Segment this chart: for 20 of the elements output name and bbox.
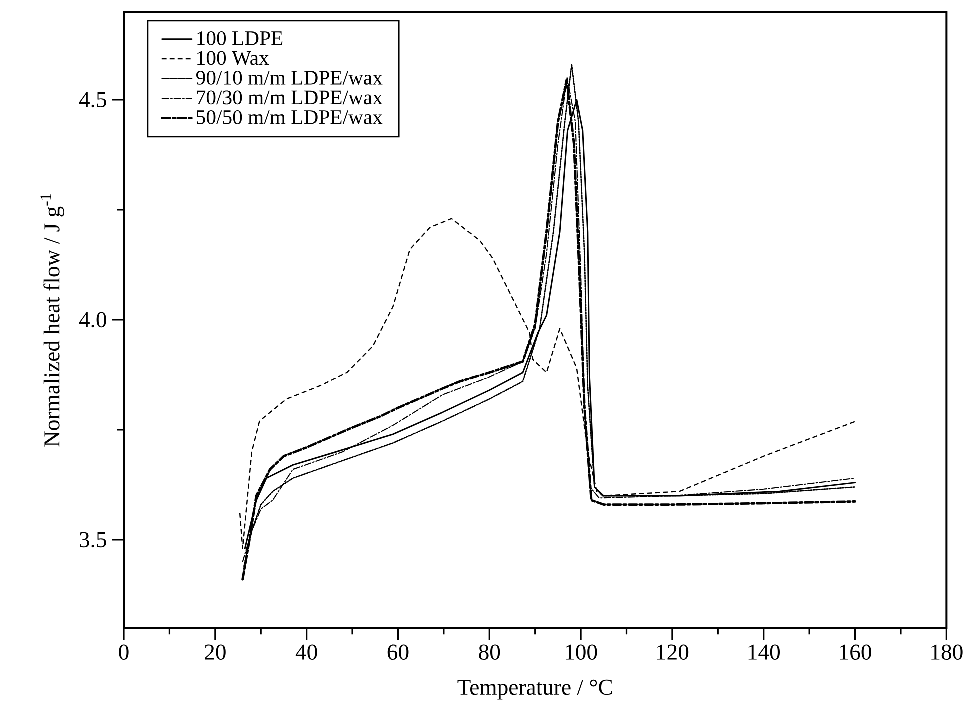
legend-label: 70/30 m/m LDPE/wax xyxy=(197,90,383,105)
legend-label: 90/10 m/m LDPE/wax xyxy=(196,70,383,85)
x-tick-label: 140 xyxy=(748,644,780,660)
y-tick-label: 3.5 xyxy=(80,532,106,548)
legend-label: 100 Wax xyxy=(198,51,270,66)
x-tick-label: 80 xyxy=(479,644,500,660)
x-tick-label: 40 xyxy=(296,644,318,660)
x-tick-label: 120 xyxy=(657,644,689,660)
legend-label: 100 LDPE xyxy=(198,31,283,46)
x-tick-label: 20 xyxy=(205,644,226,660)
y-axis-title: Normalized heat flow / J g$^{-1}$ xyxy=(40,194,64,447)
y-tick-label: 4.5 xyxy=(79,92,106,108)
y-tick-label: 4.0 xyxy=(79,312,106,328)
x-tick-label: 100 xyxy=(566,644,598,660)
x-tick-label: 0 xyxy=(119,644,129,660)
legend-label: 50/50 m/m LDPE/wax xyxy=(197,110,383,124)
x-axis-title: Temperature / °C xyxy=(458,680,612,700)
x-tick-label: 60 xyxy=(388,644,409,660)
x-tick-label: 180 xyxy=(932,644,963,660)
x-tick-label: 160 xyxy=(840,644,872,660)
